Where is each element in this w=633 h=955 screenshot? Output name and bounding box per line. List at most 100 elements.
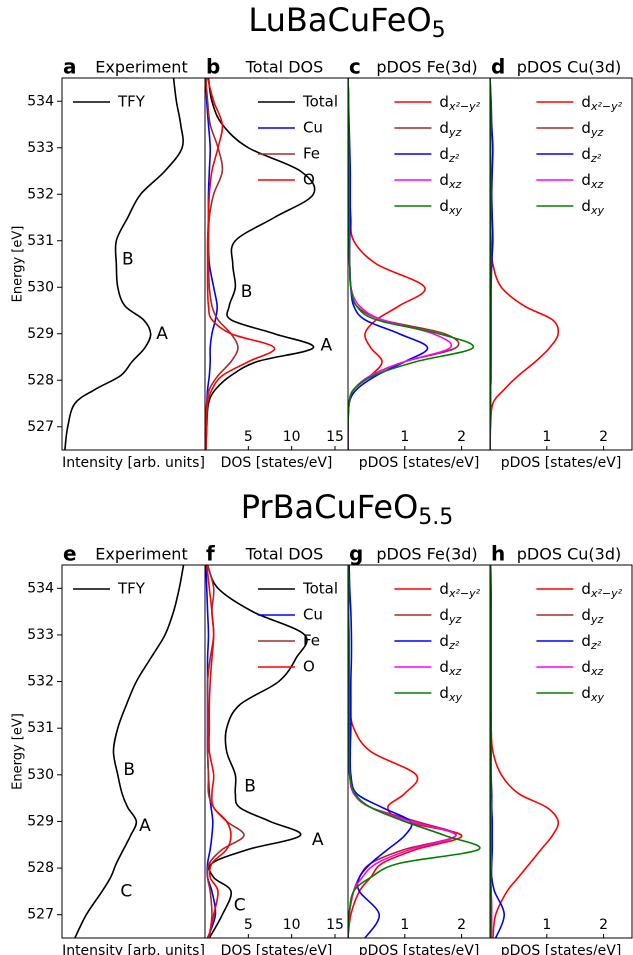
legend-label: Fe xyxy=(303,145,320,163)
y-tick-label: 530 xyxy=(27,279,54,295)
legend-label: dyz xyxy=(439,119,461,140)
x-tick-label: 10 xyxy=(283,429,301,445)
dos-line xyxy=(348,78,429,450)
panel-frame xyxy=(489,77,633,451)
x-axis-label: Intensity [arb. units] xyxy=(62,455,205,471)
y-axis-label: Energy [eV] xyxy=(11,713,26,790)
legend-label: dxz xyxy=(581,171,603,192)
panel-title: Experiment xyxy=(95,545,187,564)
y-tick-label: 529 xyxy=(27,326,54,342)
legend-label: dxy xyxy=(581,197,604,218)
annotation: B xyxy=(122,249,134,269)
y-tick-label: 527 xyxy=(27,419,54,435)
legend-label: dyz xyxy=(581,606,603,627)
x-tick-label: 1 xyxy=(542,429,551,445)
panel-label: h xyxy=(491,542,505,566)
plot-area xyxy=(490,565,560,938)
panel-title: pDOS Cu(3d) xyxy=(517,545,621,564)
legend-label: dxy xyxy=(439,197,462,218)
y-tick-label: 531 xyxy=(27,233,54,249)
y-tick-label: 527 xyxy=(27,907,54,923)
x-tick-label: 15 xyxy=(326,917,344,933)
dos-line xyxy=(74,565,185,938)
panel-label: f xyxy=(206,542,215,566)
x-tick-label: 2 xyxy=(457,429,466,445)
x-tick-label: 2 xyxy=(599,429,608,445)
x-axis-label: Intensity [arb. units] xyxy=(62,943,205,955)
legend-label: dyz xyxy=(581,119,603,140)
panel-frame xyxy=(204,77,349,451)
legend-label: TFY xyxy=(117,93,146,111)
x-tick-label: 2 xyxy=(599,917,608,933)
dos-line xyxy=(348,565,481,938)
panel-frame xyxy=(61,564,206,939)
x-axis-label: pDOS [states/eV] xyxy=(501,943,622,955)
annotation: B xyxy=(241,282,253,302)
figure-title: LuBaCuFeO5 xyxy=(248,1,445,43)
x-axis-label: pDOS [states/eV] xyxy=(501,455,622,471)
y-tick-label: 534 xyxy=(27,93,54,109)
legend-label: dx²−y² xyxy=(439,580,480,601)
annotation: A xyxy=(312,830,324,850)
plot-area xyxy=(490,78,560,450)
y-tick-label: 531 xyxy=(27,720,54,736)
legend-label: dz² xyxy=(581,145,601,166)
dos-line xyxy=(348,78,475,450)
dos-line xyxy=(205,78,239,450)
panel-title: pDOS Cu(3d) xyxy=(517,58,621,77)
legend-label: Cu xyxy=(303,119,323,137)
x-axis-label: DOS [states/eV] xyxy=(221,455,333,471)
y-tick-label: 534 xyxy=(27,580,54,596)
legend-label: O xyxy=(303,658,315,676)
y-tick-label: 533 xyxy=(27,140,54,156)
panel-frame xyxy=(489,564,633,939)
annotation: B xyxy=(123,760,135,780)
dos-line xyxy=(490,565,560,938)
legend-label: dx²−y² xyxy=(581,93,622,114)
legend-label: dyz xyxy=(439,606,461,627)
dos-line xyxy=(490,78,560,450)
figure-title: PrBaCuFeO5.5 xyxy=(241,488,454,530)
panel-frame xyxy=(347,77,491,451)
x-tick-label: 1 xyxy=(400,917,409,933)
dos-line xyxy=(348,78,453,450)
y-tick-label: 532 xyxy=(27,674,54,690)
dos-line xyxy=(205,78,276,450)
plot-area xyxy=(348,78,475,450)
legend-label: Total xyxy=(302,580,338,598)
x-axis-label: DOS [states/eV] xyxy=(221,943,333,955)
plot-area xyxy=(348,565,481,938)
plot-area xyxy=(64,78,184,450)
legend-label: dz² xyxy=(581,632,601,653)
annotation: C xyxy=(120,881,132,901)
legend-label: dxy xyxy=(581,684,604,705)
x-tick-label: 5 xyxy=(244,429,253,445)
dos-line xyxy=(206,565,308,938)
x-axis-label: pDOS [states/eV] xyxy=(359,455,480,471)
legend-label: dx²−y² xyxy=(439,93,480,114)
panel-title: Total DOS xyxy=(245,58,324,77)
panel-label: d xyxy=(491,55,505,79)
plot-area xyxy=(74,565,185,938)
dos-line xyxy=(348,78,426,450)
legend-label: Total xyxy=(302,93,338,111)
dos-line xyxy=(205,565,232,938)
plot-area xyxy=(205,78,316,450)
legend-label: dxz xyxy=(439,171,461,192)
legend-label: TFY xyxy=(117,580,146,598)
annotation: A xyxy=(156,324,168,344)
annotation: A xyxy=(139,816,151,836)
dos-line xyxy=(64,78,184,450)
panel-label: e xyxy=(63,542,77,566)
x-tick-label: 15 xyxy=(326,429,344,445)
annotation: C xyxy=(234,895,246,915)
annotation: A xyxy=(321,335,333,355)
legend-label: O xyxy=(303,171,315,189)
panel-title: pDOS Fe(3d) xyxy=(376,58,477,77)
x-tick-label: 5 xyxy=(244,917,253,933)
legend-label: Fe xyxy=(303,632,320,650)
panel-label: g xyxy=(349,542,363,566)
legend-label: dz² xyxy=(439,145,459,166)
x-tick-label: 10 xyxy=(283,917,301,933)
